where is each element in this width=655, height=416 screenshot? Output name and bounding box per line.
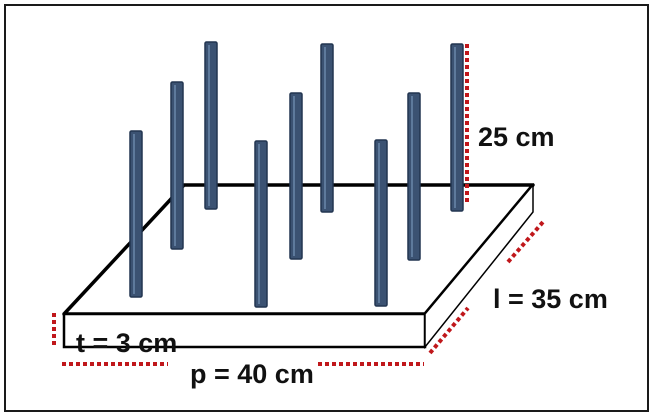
rod-4	[254, 140, 268, 308]
width-label: l = 35 cm	[493, 284, 608, 314]
rod-3	[204, 41, 218, 210]
width-dimension-marker-upper	[506, 220, 545, 264]
rod-1	[129, 130, 143, 298]
rods-group	[129, 41, 464, 308]
length-label: p = 40 cm	[190, 359, 314, 389]
rod-7	[374, 139, 388, 307]
rod-6	[320, 43, 334, 213]
rod-8	[407, 92, 421, 261]
rod-9	[450, 43, 464, 212]
rod-2	[170, 81, 184, 250]
width-dimension-marker-lower	[428, 306, 470, 355]
board-side-face	[424, 182, 534, 350]
height-label: 25 cm	[478, 122, 555, 152]
rod-5	[289, 92, 303, 260]
thickness-label: t = 3 cm	[76, 328, 178, 358]
